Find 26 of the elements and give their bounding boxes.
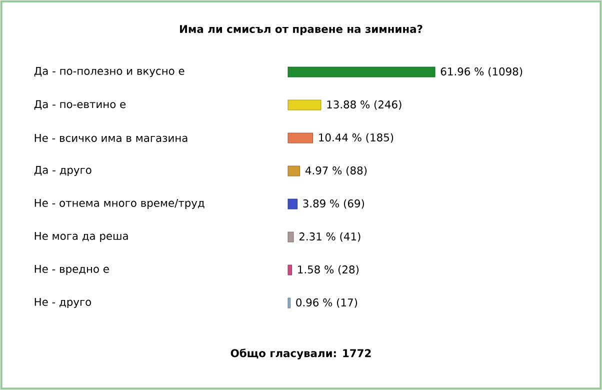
bar bbox=[288, 132, 314, 144]
y-tick-label: Не мога да реша bbox=[34, 232, 128, 242]
data-label: 2.31 % (41) bbox=[299, 232, 360, 242]
bar bbox=[288, 298, 291, 308]
bar bbox=[288, 66, 436, 78]
data-label: 3.89 % (69) bbox=[303, 199, 364, 209]
chart-title: Има ли смисъл от правене на зимнина? bbox=[180, 24, 422, 36]
y-tick-label: Да - по-евтино е bbox=[34, 100, 126, 110]
data-label: 1.58 % (28) bbox=[298, 265, 359, 275]
text: Общо гласували: 1772 bbox=[230, 348, 371, 360]
bar bbox=[288, 264, 292, 276]
data-label: 10.44 % (185) bbox=[319, 133, 394, 143]
data-label: 4.97 % (88) bbox=[305, 166, 367, 176]
data-label: 61.96 % (1098) bbox=[440, 67, 522, 77]
y-tick-label: Да - по-полезно и вкусно е bbox=[34, 67, 184, 77]
data-label: 0.96 % (17) bbox=[296, 298, 358, 308]
bar bbox=[288, 232, 294, 242]
y-tick-label: Не - вредно е bbox=[34, 265, 109, 275]
bar bbox=[288, 166, 300, 176]
data-label: 13.88 % (246) bbox=[327, 100, 402, 110]
y-tick-label: Не - друго bbox=[34, 298, 92, 308]
y-tick-label: Не - отнема много време/труд bbox=[34, 199, 204, 209]
bar bbox=[288, 198, 298, 210]
y-tick-label: Не - всичко има в магазина bbox=[34, 134, 188, 142]
y-tick-label: Да - друго bbox=[34, 166, 92, 176]
bar bbox=[288, 100, 322, 110]
